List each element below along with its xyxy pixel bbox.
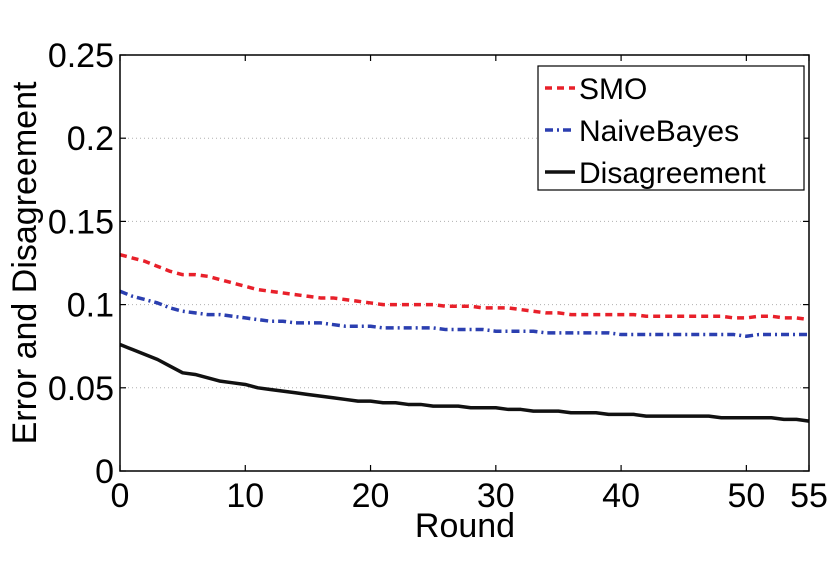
- legend-label-disagreement: Disagreement: [579, 157, 766, 190]
- series-lines: [119, 252, 810, 423]
- plot-frame: [119, 54, 810, 472]
- legend-label-smo: SMO: [579, 73, 647, 106]
- series-line-smo: [119, 252, 810, 322]
- series-line-naivebayes: [119, 289, 809, 338]
- y-tick-label: 0.1: [67, 287, 114, 325]
- axis-ticks: 0 0.05 0.1 0.15 0.2 0.25 0 10 20 30 40 50 55: [48, 37, 828, 515]
- series-line-disagreement: [119, 342, 810, 423]
- x-tick-label: 30: [477, 477, 515, 515]
- x-axis-label: Round: [415, 507, 515, 545]
- x-tick-label: 20: [352, 477, 390, 515]
- legend: SMO NaiveBayes Disagreement: [537, 65, 805, 191]
- x-tick-label: 40: [602, 477, 640, 515]
- x-tick-label: 0: [111, 477, 130, 515]
- x-tick-label: 10: [226, 477, 264, 515]
- legend-label-naivebayes: NaiveBayes: [579, 115, 739, 148]
- y-tick-label: 0.25: [48, 37, 114, 75]
- legend-box: [537, 65, 805, 191]
- y-axis-label: Error and Disagreement: [6, 81, 44, 444]
- y-tick-label: 0.05: [48, 370, 114, 408]
- x-tick-label: 50: [727, 477, 765, 515]
- x-tick-label: 55: [790, 477, 828, 515]
- y-tick-label: 0: [95, 453, 114, 491]
- y-tick-label: 0.15: [48, 203, 114, 241]
- y-tick-label: 0.2: [67, 120, 114, 158]
